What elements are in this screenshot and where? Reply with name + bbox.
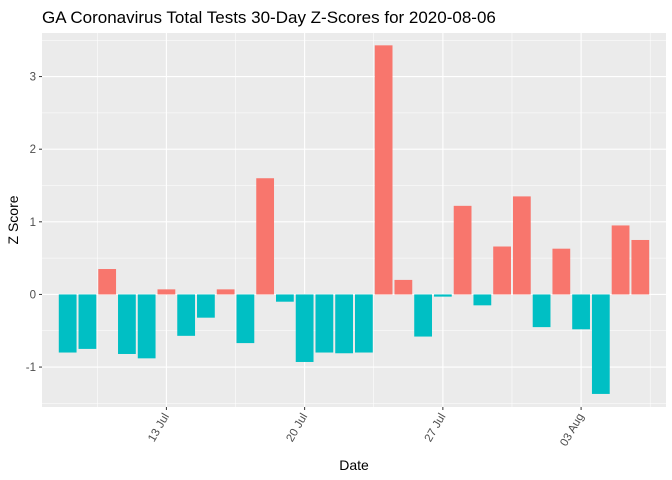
x-tick-label: 13 Jul bbox=[146, 412, 172, 445]
bar bbox=[493, 246, 511, 295]
y-axis-ticks: -1 0 1 2 3 bbox=[26, 72, 42, 374]
bar bbox=[591, 294, 610, 394]
bar bbox=[256, 178, 275, 295]
bar bbox=[532, 294, 551, 328]
bar bbox=[335, 294, 354, 354]
bar bbox=[631, 239, 650, 295]
x-tick-label: 27 Jul bbox=[423, 412, 449, 445]
y-axis-title: Z Score bbox=[5, 195, 21, 244]
minor-gridlines bbox=[42, 33, 666, 407]
bar bbox=[98, 269, 117, 295]
bar bbox=[433, 294, 452, 297]
bar bbox=[414, 294, 432, 337]
bar bbox=[473, 294, 492, 306]
x-axis-ticks: 13 Jul 20 Jul 27 Jul 03 Aug bbox=[146, 407, 587, 449]
bar bbox=[78, 294, 97, 349]
bar bbox=[512, 196, 531, 295]
x-axis-title: Date bbox=[339, 457, 369, 473]
bar bbox=[157, 289, 176, 295]
bar bbox=[394, 279, 413, 295]
bar bbox=[58, 294, 77, 353]
y-tick-label: 0 bbox=[30, 289, 36, 301]
bar bbox=[354, 294, 373, 353]
major-gridlines bbox=[42, 33, 666, 407]
bar bbox=[118, 294, 136, 354]
y-tick-label: 3 bbox=[30, 72, 36, 84]
y-tick-label: 2 bbox=[30, 144, 36, 156]
bar bbox=[295, 294, 314, 362]
bar bbox=[236, 294, 255, 344]
bar bbox=[315, 294, 334, 353]
bar bbox=[611, 225, 630, 295]
chart-title: GA Coronavirus Total Tests 30-Day Z-Scor… bbox=[42, 8, 496, 27]
bar bbox=[572, 294, 590, 330]
x-tick-label: 03 Aug bbox=[558, 412, 586, 449]
bar bbox=[177, 294, 196, 336]
y-tick-label: 1 bbox=[30, 217, 36, 229]
bar bbox=[276, 294, 294, 302]
bar bbox=[552, 248, 571, 295]
bar bbox=[453, 205, 472, 295]
y-tick-label: -1 bbox=[26, 362, 36, 374]
x-tick-label: 20 Jul bbox=[284, 412, 310, 445]
bar bbox=[216, 289, 235, 295]
bar bbox=[197, 294, 215, 318]
bars bbox=[58, 45, 650, 394]
bar bbox=[374, 45, 393, 295]
bar bbox=[137, 294, 156, 359]
